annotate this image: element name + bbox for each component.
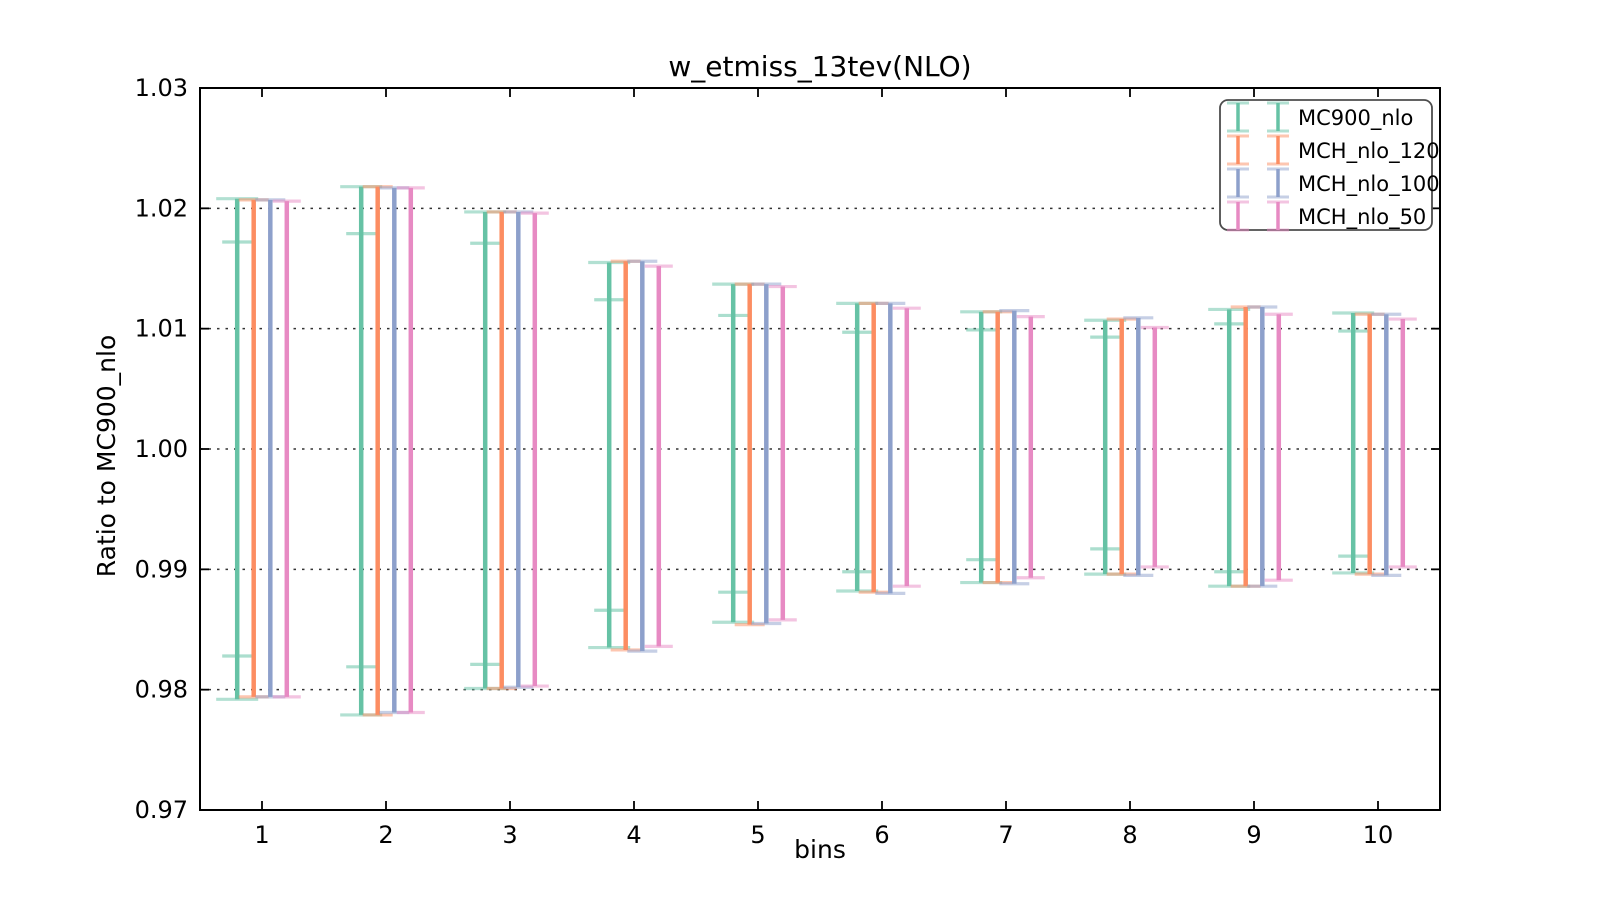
series-MCH_nlo_50	[272, 186, 1417, 715]
y-axis-label: Ratio to MC900_nlo	[92, 335, 121, 578]
errorbar-bin-2	[362, 185, 393, 717]
y-tick-label: 0.99	[135, 555, 188, 583]
x-tick-label: 5	[750, 821, 765, 849]
errorbar-bin-1	[216, 197, 259, 701]
errorbar-bin-2	[396, 186, 425, 715]
errorbar-bin-6	[858, 301, 889, 594]
x-tick-label: 1	[254, 821, 269, 849]
errorbar-bin-7	[999, 309, 1030, 586]
legend-item-MC900_nlo: MC900_nlo	[1227, 101, 1413, 133]
errorbar-bin-4	[627, 259, 658, 653]
series-MC900_nlo	[216, 185, 1375, 717]
grid-layer	[200, 207, 1440, 691]
x-tick-label: 2	[378, 821, 393, 849]
errorbar-bin-10	[1371, 312, 1402, 577]
tick-label-layer: 1 2 3 4 5 6 7 8 9 10 0.97 0.98 0.99 1.00 1.01 1.02 1.03	[135, 74, 1394, 849]
chart-title: w_etmiss_13tev(NLO)	[668, 50, 971, 83]
y-tick-label: 1.02	[135, 194, 188, 222]
errorbar-bin-8	[1123, 316, 1154, 577]
x-tick-label: 6	[874, 821, 889, 849]
x-tick-label: 10	[1363, 821, 1394, 849]
errorbar-bin-5	[768, 284, 797, 622]
errorbar-bin-6	[892, 306, 921, 588]
y-tick-label: 0.98	[135, 676, 188, 704]
legend-label: MCH_nlo_120	[1298, 139, 1440, 164]
errorbar-bin-8	[1140, 325, 1169, 569]
x-tick-label: 8	[1122, 821, 1137, 849]
errorbar-bin-5	[751, 282, 782, 626]
errorbar-bin-10	[1354, 312, 1385, 576]
legend: MC900_nlo MCH_nlo_120 MCH_nlo_100 MCH_nlo_5…	[1219, 99, 1440, 232]
errorbar-bin-4	[644, 264, 673, 648]
x-tick-label: 4	[626, 821, 641, 849]
errorbar-bin-7	[1016, 315, 1045, 580]
legend-label: MCH_nlo_50	[1298, 205, 1426, 230]
errorbar-bin-2	[379, 186, 410, 715]
errorbar-bin-8	[1106, 317, 1137, 576]
errorbar-bin-3	[520, 211, 549, 688]
y-tick-label: 1.01	[135, 315, 188, 343]
series-MCH_nlo_120	[238, 185, 1385, 717]
legend-label: MCH_nlo_100	[1298, 172, 1440, 197]
errorbar-bin-10	[1388, 317, 1417, 569]
x-axis-label: bins	[794, 835, 846, 864]
errorbar-bin-9	[1247, 305, 1278, 588]
legend-item-MCH_nlo_100: MCH_nlo_100	[1227, 167, 1440, 199]
series-MCH_nlo_100	[255, 186, 1402, 715]
errorbar-bin-9	[1230, 305, 1261, 588]
errorbar-bin-9	[1264, 312, 1293, 582]
x-tick-label: 7	[998, 821, 1013, 849]
y-tick-label: 1.03	[135, 74, 188, 102]
errorbar-bin-1	[272, 199, 301, 699]
series-layer	[216, 185, 1417, 717]
axes-layer	[199, 87, 1441, 811]
legend-item-MCH_nlo_50: MCH_nlo_50	[1227, 200, 1426, 232]
errorbar-bin-5	[734, 282, 765, 627]
errorbar-bin-7	[982, 310, 1013, 585]
errorbar-bin-3	[486, 210, 517, 691]
x-tick-label: 9	[1246, 821, 1261, 849]
x-tick-label: 3	[502, 821, 517, 849]
y-tick-label: 0.97	[135, 796, 188, 824]
legend-label: MC900_nlo	[1298, 106, 1413, 131]
errorbar-bin-4	[610, 259, 641, 652]
legend-item-MCH_nlo_120: MCH_nlo_120	[1227, 134, 1440, 166]
errorbar-bin-6	[875, 301, 906, 596]
y-tick-label: 1.00	[135, 435, 188, 463]
